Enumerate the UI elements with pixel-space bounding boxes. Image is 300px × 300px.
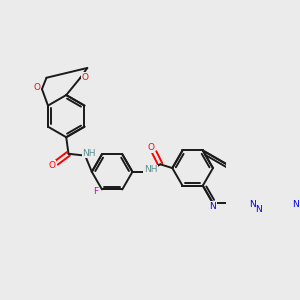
Text: N: N: [292, 200, 299, 208]
Text: N: N: [255, 205, 262, 214]
Text: O: O: [147, 143, 154, 152]
Text: O: O: [33, 83, 40, 92]
Text: N: N: [249, 200, 256, 208]
Text: F: F: [93, 187, 98, 196]
Text: O: O: [48, 160, 56, 169]
Text: N: N: [210, 202, 216, 211]
Text: NH: NH: [82, 148, 96, 158]
Text: O: O: [82, 73, 88, 82]
Text: NH: NH: [144, 165, 157, 174]
